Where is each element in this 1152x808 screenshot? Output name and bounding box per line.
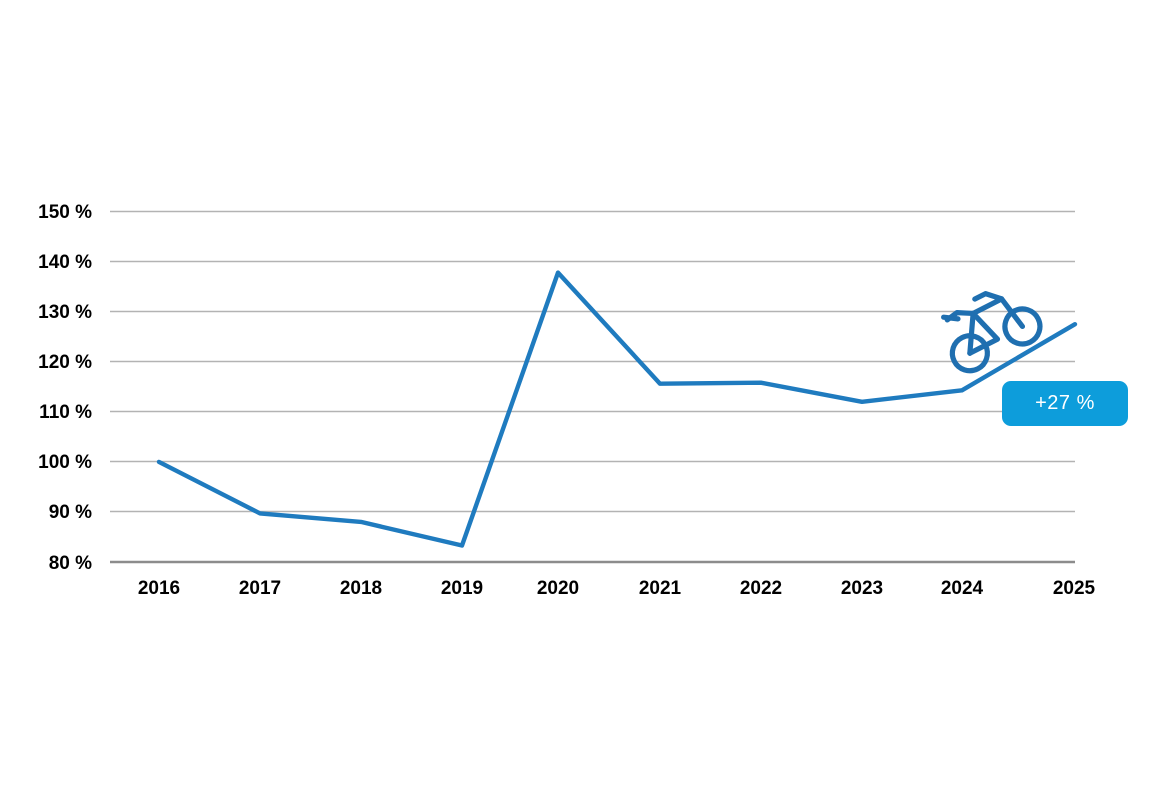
growth-badge-label: +27 % bbox=[1035, 392, 1095, 414]
x-tick-label-2022: 2022 bbox=[739, 578, 783, 599]
x-tick-label-2023: 2023 bbox=[840, 578, 884, 599]
y-tick-label-100: 100 % bbox=[38, 452, 92, 473]
y-tick-label-120: 120 % bbox=[38, 352, 92, 373]
growth-badge: +27 % bbox=[1002, 381, 1128, 426]
y-tick-label-130: 130 % bbox=[38, 302, 92, 323]
gridlines bbox=[110, 210, 1075, 513]
y-tick-label-80: 80 % bbox=[48, 553, 92, 574]
x-tick-label-2025: 2025 bbox=[1052, 578, 1096, 599]
x-tick-label-2017: 2017 bbox=[238, 578, 282, 599]
x-tick-label-2020: 2020 bbox=[536, 578, 580, 599]
x-tick-label-2016: 2016 bbox=[137, 578, 181, 599]
x-tick-label-2021: 2021 bbox=[638, 578, 682, 599]
x-tick-label-2018: 2018 bbox=[339, 578, 383, 599]
y-tick-label-140: 140 % bbox=[38, 252, 92, 273]
y-tick-label-110: 110 % bbox=[39, 402, 92, 423]
x-tick-label-2024: 2024 bbox=[940, 578, 984, 599]
y-tick-label-150: 150 % bbox=[38, 202, 92, 223]
bicycle-icon bbox=[941, 291, 1043, 374]
data-series-index bbox=[156, 270, 1078, 548]
x-tick-label-2019: 2019 bbox=[440, 578, 484, 599]
y-tick-label-90: 90 % bbox=[48, 502, 92, 523]
